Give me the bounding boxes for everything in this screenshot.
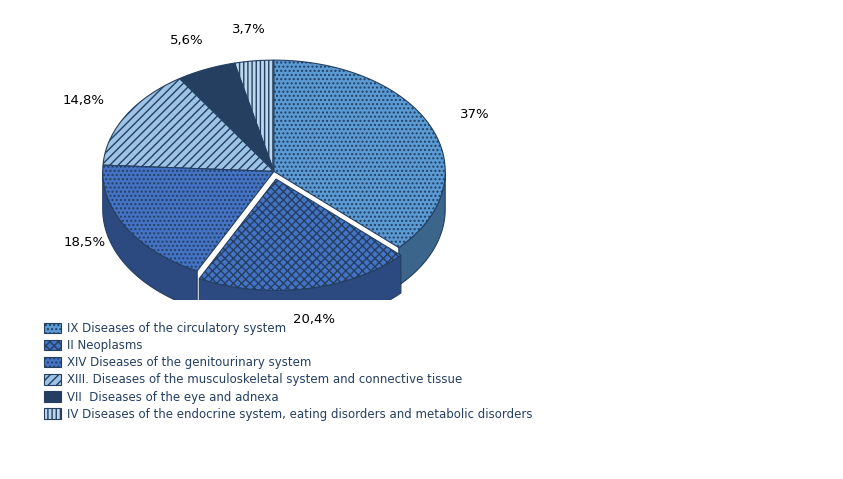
Legend: IX Diseases of the circulatory system, II Neoplasms, XIV Diseases of the genitou: IX Diseases of the circulatory system, I… bbox=[39, 317, 538, 425]
Polygon shape bbox=[199, 255, 401, 328]
Polygon shape bbox=[180, 63, 274, 171]
Text: 18,5%: 18,5% bbox=[63, 236, 105, 249]
Text: 20,4%: 20,4% bbox=[293, 313, 336, 326]
Polygon shape bbox=[103, 165, 274, 271]
Text: 37%: 37% bbox=[460, 108, 490, 121]
Text: 5,6%: 5,6% bbox=[170, 34, 204, 47]
Text: 3,7%: 3,7% bbox=[232, 23, 266, 36]
Polygon shape bbox=[274, 60, 445, 248]
Polygon shape bbox=[103, 79, 274, 171]
Text: 14,8%: 14,8% bbox=[63, 94, 105, 107]
Polygon shape bbox=[199, 179, 401, 290]
Polygon shape bbox=[399, 171, 445, 285]
Polygon shape bbox=[234, 60, 274, 171]
Polygon shape bbox=[103, 171, 197, 308]
